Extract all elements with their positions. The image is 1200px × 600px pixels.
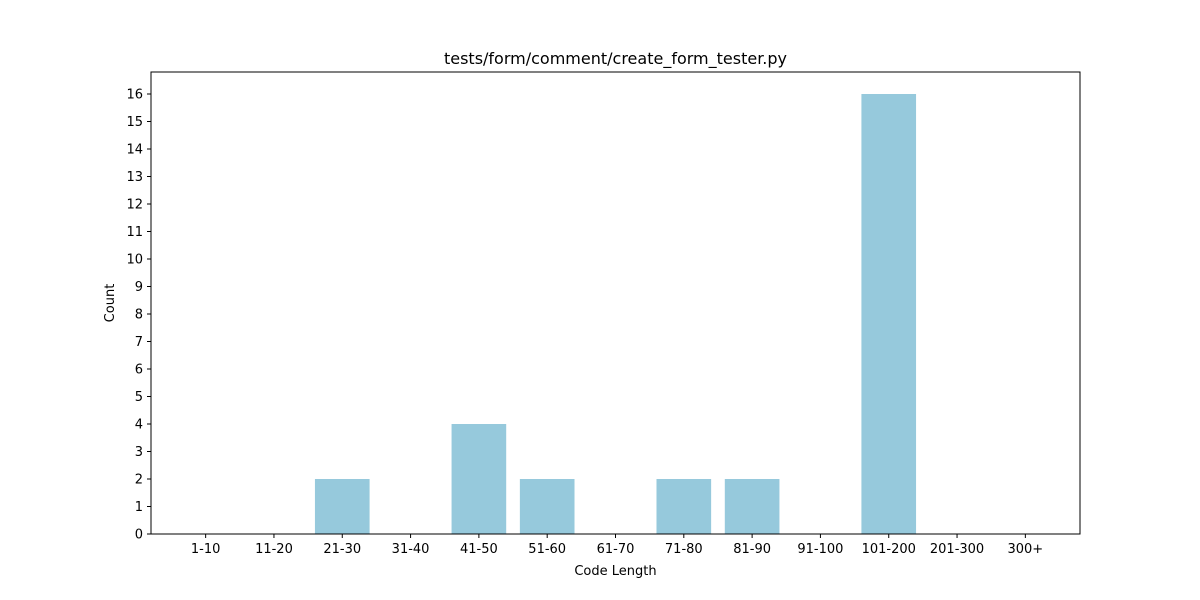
x-tick-label: 201-300 — [930, 542, 984, 557]
y-tick-label: 8 — [135, 308, 143, 323]
bar-21-30 — [314, 479, 370, 534]
y-tick-label: 2 — [135, 473, 143, 488]
x-tick-label: 1-10 — [191, 542, 221, 557]
bars-group — [314, 94, 917, 534]
bar-81-90 — [724, 479, 780, 534]
x-axis-title: Code Length — [574, 564, 656, 579]
bar-101-200 — [861, 94, 917, 534]
y-tick-label: 13 — [126, 170, 143, 185]
x-tick-label: 11-20 — [255, 542, 293, 557]
y-tick-label: 12 — [126, 198, 143, 213]
y-tick-label: 14 — [126, 143, 143, 158]
x-tick-label: 41-50 — [460, 542, 498, 557]
y-tick-label: 11 — [126, 225, 143, 240]
y-tick-label: 3 — [135, 445, 143, 460]
x-tick-label: 61-70 — [597, 542, 635, 557]
y-tick-label: 1 — [135, 500, 143, 515]
y-tick-label: 5 — [135, 390, 143, 405]
x-tick-label: 51-60 — [528, 542, 566, 557]
x-tick-label: 71-80 — [665, 542, 703, 557]
y-tick-label: 9 — [135, 280, 143, 295]
y-tick-label: 15 — [126, 115, 143, 130]
y-axis-title: Count — [103, 284, 118, 323]
x-tick-label: 101-200 — [862, 542, 916, 557]
y-tick-label: 6 — [135, 363, 143, 378]
x-tick-label: 300+ — [1007, 542, 1043, 557]
x-tick-label: 91-100 — [797, 542, 843, 557]
y-tick-label: 10 — [126, 253, 143, 268]
x-tick-label: 21-30 — [323, 542, 361, 557]
y-tick-label: 0 — [135, 528, 143, 543]
y-tick-label: 7 — [135, 335, 143, 350]
x-tick-label: 81-90 — [733, 542, 771, 557]
y-tick-label: 4 — [135, 418, 143, 433]
chart-title: tests/form/comment/create_form_tester.py — [444, 49, 787, 69]
bar-51-60 — [519, 479, 575, 534]
bar-41-50 — [451, 424, 507, 534]
bar-71-80 — [656, 479, 712, 534]
x-tick-label: 31-40 — [392, 542, 430, 557]
y-tick-label: 16 — [126, 88, 143, 103]
x-axis-ticks: 1-10 11-20 21-30 31-40 41-50 51-60 61-70 71-80 8… — [191, 534, 1043, 557]
plot-frame — [150, 71, 1081, 535]
